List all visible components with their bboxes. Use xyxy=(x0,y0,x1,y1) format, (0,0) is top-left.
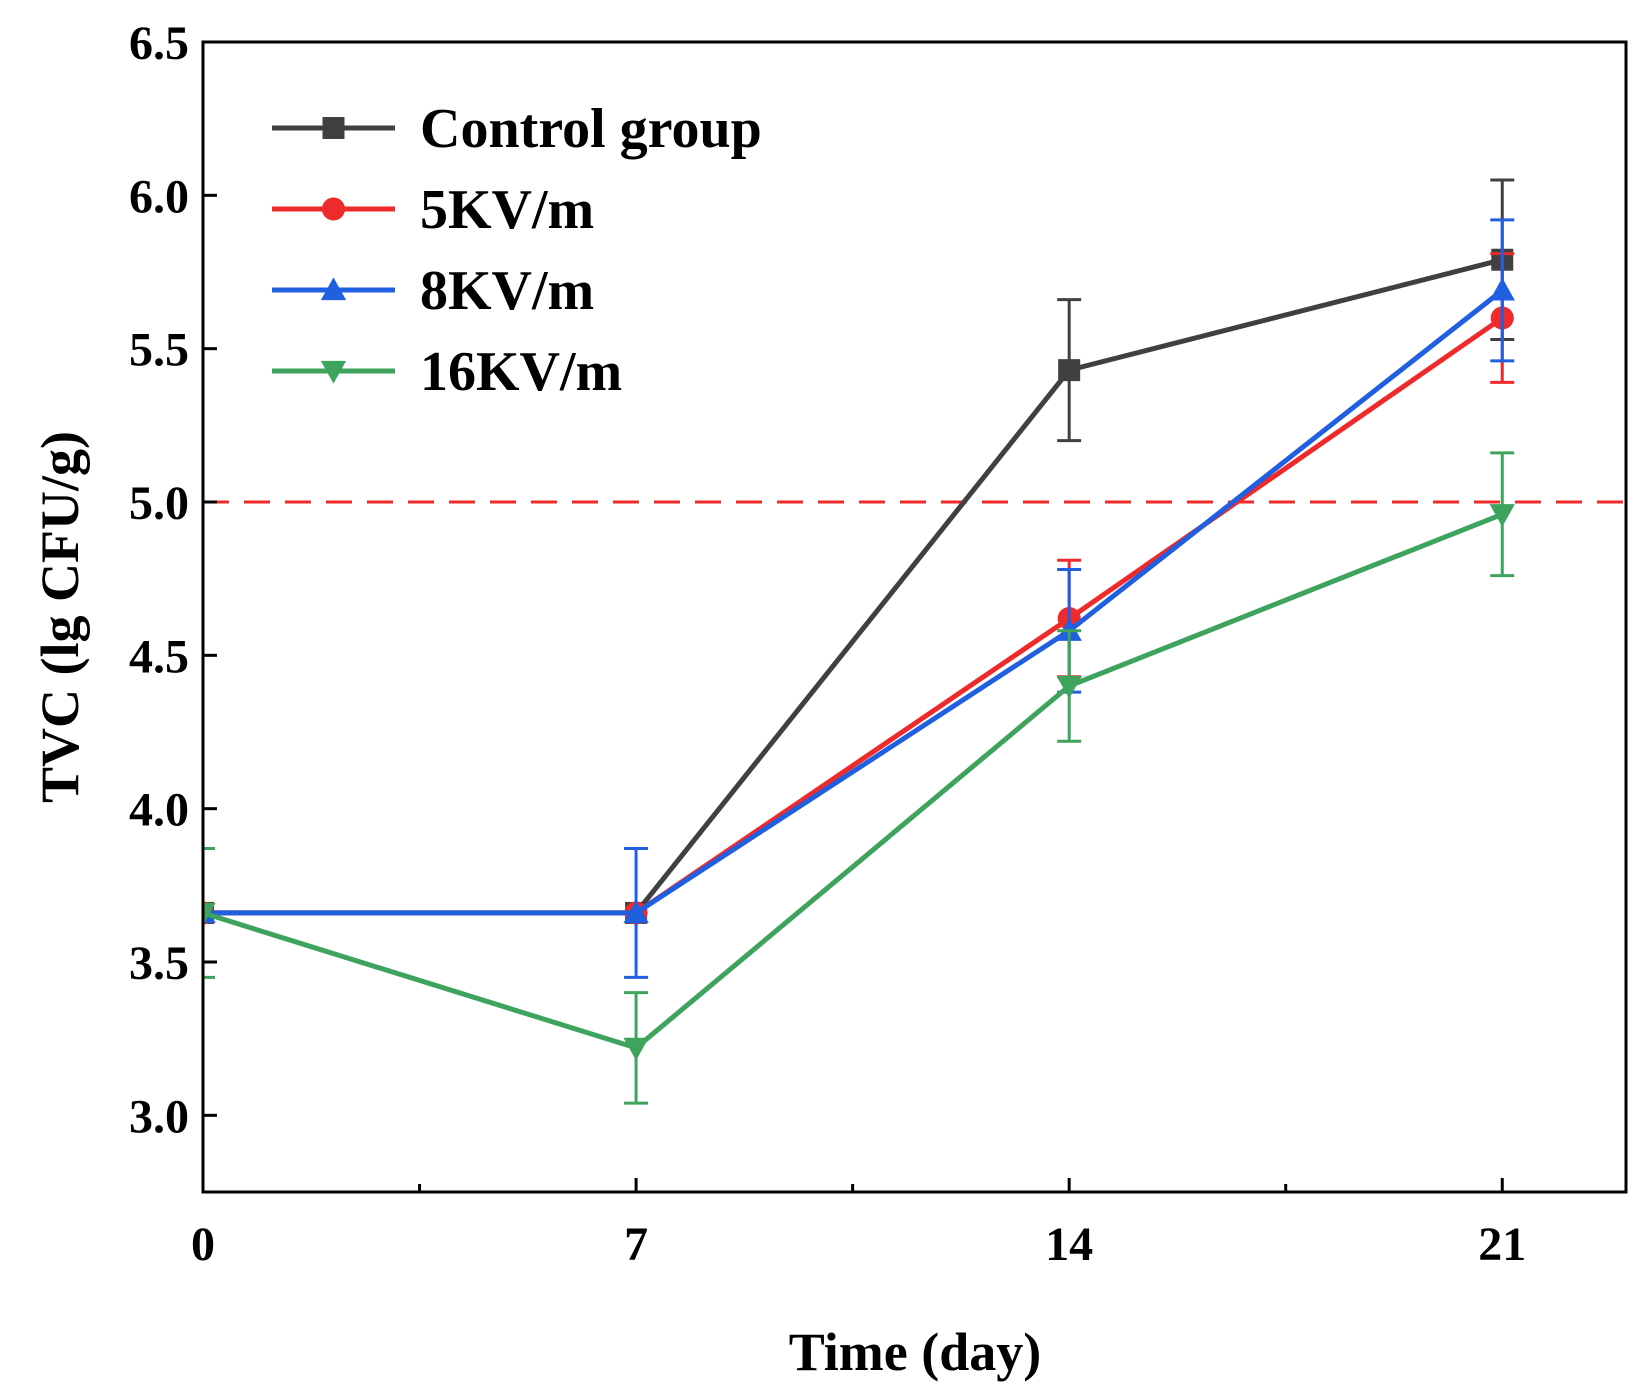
data-point-8kv-m xyxy=(1489,277,1515,301)
legend-marker-16kv-m xyxy=(320,360,347,384)
legend-label-8kv-m: 8KV/m xyxy=(420,260,594,322)
x-axis-label: Time (day) xyxy=(789,1322,1042,1382)
legend-label-5kv-m: 5KV/m xyxy=(420,179,594,241)
plot-frame xyxy=(201,40,1628,1194)
y-tick-label: 5.5 xyxy=(129,324,189,377)
data-point-16kv-m xyxy=(203,902,216,926)
error-bar-16kv-m xyxy=(203,847,215,979)
legend-marker-control-group xyxy=(322,117,345,139)
legend-label-16kv-m: 16KV/m xyxy=(420,341,622,403)
series-line-16kv-m xyxy=(203,511,1504,1051)
y-tick-label: 4.0 xyxy=(129,784,189,837)
y-tick-label: 5.0 xyxy=(129,477,189,530)
legend-marker-5kv-m xyxy=(321,197,346,221)
legend-marker-8kv-m xyxy=(320,277,347,301)
x-tick-label: 0 xyxy=(191,1218,215,1271)
y-tick-label: 3.5 xyxy=(129,937,189,990)
legend: Control group 5KV/m 8KV/m 16KV/m xyxy=(272,98,762,403)
data-point-16kv-m xyxy=(623,1037,649,1061)
x-tick-label: 21 xyxy=(1478,1218,1526,1271)
plot-content xyxy=(203,178,1626,1105)
legend-item-5kv-m: 5KV/m xyxy=(272,179,594,241)
data-point-16kv-m xyxy=(1489,504,1515,527)
data-point-control-group xyxy=(1058,359,1081,382)
legend-item-8kv-m: 8KV/m xyxy=(272,260,594,322)
legend-item-16kv-m: 16KV/m xyxy=(272,341,622,403)
y-tick-label: 4.5 xyxy=(129,630,189,683)
x-tick-label: 14 xyxy=(1045,1218,1093,1271)
series-line-8kv-m xyxy=(203,288,1504,916)
legend-item-control-group: Control group xyxy=(272,98,762,160)
legend-label-control-group: Control group xyxy=(420,98,762,160)
series-16kv-m xyxy=(203,451,1515,1105)
y-tick-label: 3.0 xyxy=(129,1090,189,1143)
y-axis-label: TVC (lg CFU/g) xyxy=(30,431,90,803)
y-tick-label: 6.5 xyxy=(129,17,189,70)
data-point-16kv-m xyxy=(1056,675,1082,699)
axes: 3.0 3.5 4.0 4.5 5.0 5.5 6.0 6.5 0 7 14 21 xyxy=(129,17,1526,1271)
y-tick-label: 6.0 xyxy=(129,170,189,223)
data-point-8kv-m xyxy=(623,900,649,924)
x-tick-label: 7 xyxy=(624,1218,648,1271)
